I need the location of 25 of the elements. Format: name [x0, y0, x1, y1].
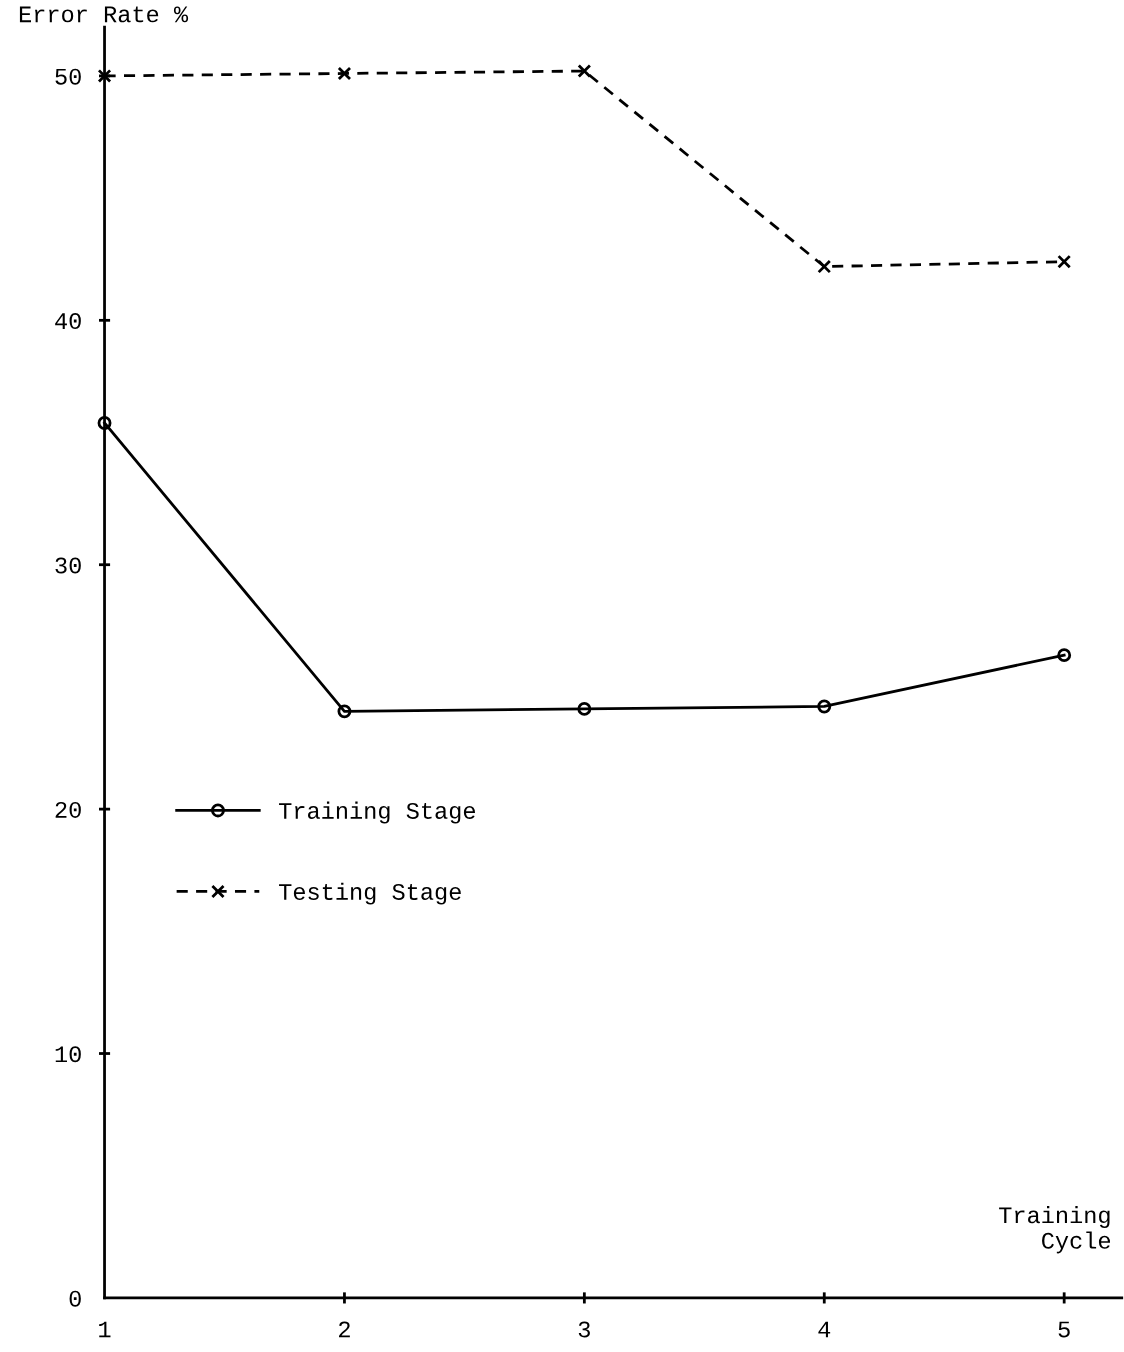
point: [817, 259, 832, 274]
point: [97, 68, 112, 83]
y-tick-label: 0: [69, 1290, 81, 1307]
x-tick-label: 3: [578, 1321, 590, 1338]
y-tick-label: 30: [55, 557, 81, 574]
y-tick-label: 10: [55, 1046, 81, 1063]
y-tick-label: 20: [55, 801, 81, 818]
y-axis-title: Error Rate %: [19, 6, 189, 23]
x-tick-label: 5: [1058, 1321, 1070, 1338]
x-tick-label: 4: [818, 1321, 831, 1338]
x-tick-label: 2: [339, 1321, 350, 1338]
point: [1057, 254, 1072, 269]
legend-label: Training Stage: [279, 801, 475, 824]
x-tick-label: 1: [99, 1321, 111, 1338]
y-tick-label: 40: [55, 313, 81, 330]
point: [1057, 648, 1072, 663]
point: [97, 416, 112, 430]
point: [337, 66, 352, 81]
y-tick-label: 50: [55, 68, 81, 85]
point: [577, 701, 592, 716]
point: [337, 704, 352, 719]
point: [577, 64, 592, 78]
x-axis-title: Training Cycle: [999, 1206, 1111, 1254]
point: [817, 699, 832, 714]
legend-label: Testing Stage: [279, 882, 461, 905]
